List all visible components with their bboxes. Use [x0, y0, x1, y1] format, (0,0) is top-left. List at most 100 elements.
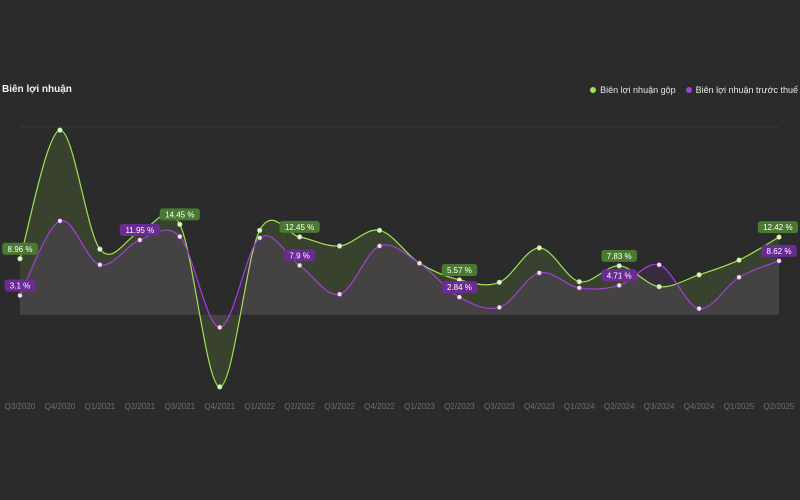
x-tick-label: Q1/2024	[564, 402, 595, 411]
data-label-bg	[119, 224, 160, 237]
x-tick-label: Q4/2024	[684, 402, 715, 411]
data-label-text: 12.42 %	[763, 223, 792, 232]
data-label-text: 7.83 %	[607, 252, 632, 261]
x-tick-label: Q3/2020	[5, 402, 36, 411]
x-tick-label: Q3/2021	[164, 402, 195, 411]
data-label-text: 11.95 %	[125, 226, 154, 235]
data-label-bg	[441, 281, 478, 294]
x-tick-label: Q2/2022	[284, 402, 315, 411]
data-label-bg	[159, 208, 200, 221]
x-tick-label: Q1/2022	[244, 402, 275, 411]
data-point	[536, 245, 542, 251]
data-label-bg	[279, 220, 320, 233]
data-point	[257, 235, 263, 241]
data-label-text: 12.45 %	[285, 223, 314, 232]
x-tick-label: Q2/2025	[764, 402, 795, 411]
data-label: 7.9 %	[284, 249, 316, 262]
data-label-text: 2.84 %	[447, 283, 472, 292]
data-label-text: 7.9 %	[289, 251, 309, 260]
data-label: 12.42 %	[757, 221, 798, 234]
series-area	[20, 130, 779, 387]
x-tick-label: Q3/2024	[644, 402, 675, 411]
legend-item-pretax[interactable]: Biên lợi nhuận trước thuế	[685, 85, 798, 95]
data-point	[336, 243, 343, 249]
legend-swatch-gross	[590, 87, 597, 93]
data-point	[97, 262, 103, 268]
data-point	[17, 292, 23, 299]
legend-swatch-pretax	[685, 87, 692, 93]
data-point	[736, 274, 742, 280]
data-point	[656, 284, 662, 290]
x-tick-label: Q4/2021	[204, 402, 235, 411]
data-point	[177, 233, 183, 240]
data-point	[616, 263, 622, 269]
data-point	[576, 285, 582, 291]
data-label-bg	[601, 249, 638, 262]
data-point	[336, 291, 343, 297]
data-label: 3.1 %	[4, 279, 36, 292]
data-label: 8.96 %	[2, 242, 38, 255]
data-point	[576, 279, 582, 285]
data-label-bg	[757, 221, 798, 234]
x-tick-label: Q2/2023	[444, 402, 475, 411]
data-point	[17, 256, 23, 262]
data-label: 8.62 %	[761, 244, 797, 257]
data-point	[536, 270, 542, 276]
data-label-text: 8.96 %	[8, 245, 33, 254]
x-tick-label: Q1/2021	[85, 402, 116, 411]
data-label-bg	[601, 269, 638, 282]
data-label-text: 3.1 %	[10, 281, 30, 290]
data-point	[297, 262, 303, 268]
data-label-text: 14.45 %	[165, 210, 194, 219]
x-tick-label: Q1/2025	[724, 402, 755, 411]
data-point	[297, 234, 303, 240]
data-label-bg	[761, 244, 797, 257]
x-tick-label: Q3/2022	[324, 402, 355, 411]
data-point	[217, 324, 223, 330]
data-point	[137, 237, 143, 243]
data-label-text: 4.71 %	[607, 271, 632, 280]
data-label: 4.71 %	[601, 269, 638, 282]
x-tick-label: Q4/2022	[364, 402, 395, 411]
data-point	[177, 221, 183, 227]
data-label-text: 5.57 %	[447, 266, 472, 275]
data-label-bg	[284, 249, 316, 262]
legend-label-gross: Biên lợi nhuận gộp	[600, 85, 676, 95]
data-point	[656, 262, 662, 268]
data-label: 5.57 %	[441, 263, 478, 276]
data-label-bg	[2, 242, 38, 255]
data-point	[696, 272, 702, 278]
data-point	[496, 279, 502, 285]
data-point	[736, 257, 742, 263]
legend: Biên lợi nhuận gộp Biên lợi nhuận trước …	[590, 85, 798, 95]
series-area	[20, 220, 779, 328]
legend-item-gross[interactable]: Biên lợi nhuận gộp	[590, 85, 676, 95]
data-point	[376, 227, 383, 233]
x-tick-label: Q4/2023	[524, 402, 555, 411]
data-label: 2.84 %	[441, 281, 478, 294]
data-point	[97, 246, 103, 252]
x-tick-label: Q1/2023	[404, 402, 435, 411]
data-label: 11.95 %	[119, 224, 160, 237]
data-point	[376, 243, 383, 249]
data-point	[257, 227, 263, 233]
data-point	[776, 234, 782, 240]
data-label: 7.83 %	[601, 249, 638, 262]
data-point	[57, 127, 63, 133]
data-point	[416, 260, 423, 266]
data-point	[217, 384, 223, 390]
x-tick-label: Q2/2021	[124, 402, 155, 411]
data-label-bg	[441, 263, 478, 276]
data-point	[496, 304, 502, 310]
legend-label-pretax: Biên lợi nhuận trước thuế	[695, 85, 798, 95]
data-point	[57, 218, 63, 224]
x-tick-label: Q4/2020	[45, 402, 76, 411]
data-point	[616, 282, 622, 288]
x-tick-label: Q3/2023	[484, 402, 515, 411]
data-label: 14.45 %	[159, 208, 200, 221]
data-label: 12.45 %	[279, 220, 320, 233]
data-point	[696, 305, 702, 312]
data-point	[456, 294, 463, 300]
data-label-text: 8.62 %	[767, 247, 792, 256]
data-point	[776, 258, 782, 264]
